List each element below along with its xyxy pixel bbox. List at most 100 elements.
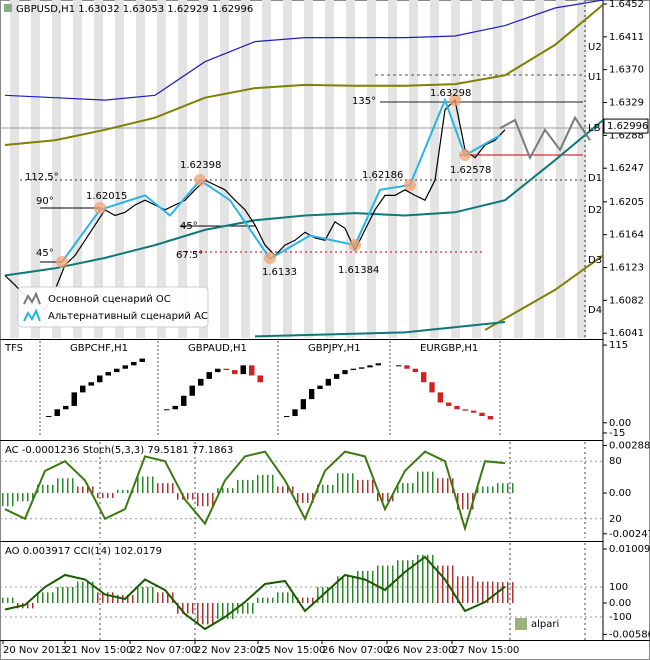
- histogram-bar: [192, 602, 194, 614]
- histogram-bar: [62, 586, 64, 603]
- candle: [139, 358, 145, 362]
- annotation: 1.62186: [362, 170, 403, 181]
- y-tick-label: 1.6205: [609, 197, 644, 208]
- x-tick-label: 22 Nov 23:00: [195, 645, 262, 656]
- histogram-bar: [157, 592, 159, 603]
- histogram-bar: [512, 483, 514, 494]
- candle: [334, 374, 340, 379]
- histogram-bar: [262, 597, 264, 603]
- histogram-bar: [477, 486, 479, 494]
- histogram-bar: [402, 560, 404, 603]
- histogram-bar: [417, 471, 419, 494]
- y2-tick-label: 80: [609, 456, 622, 467]
- legend-icon: [23, 291, 41, 305]
- candle: [487, 416, 493, 420]
- candle: [462, 409, 468, 411]
- histogram-bar: [282, 486, 284, 494]
- histogram-bar: [12, 597, 14, 603]
- histogram-bar: [317, 586, 319, 603]
- histogram-bar: [102, 493, 104, 498]
- histogram-bar: [187, 602, 189, 614]
- candle: [359, 367, 365, 369]
- y-tick-label: -0.002475: [609, 529, 650, 540]
- histogram-bar: [507, 582, 509, 603]
- level-label: D4: [588, 305, 602, 316]
- y-tick-label: 1.6329: [609, 98, 644, 109]
- histogram-bar: [397, 560, 399, 603]
- candle: [206, 372, 212, 379]
- x-tick-label: 20 Nov 2013: [3, 645, 67, 656]
- y-tick-label: 1.6041: [609, 328, 644, 339]
- histogram-bar: [432, 471, 434, 494]
- histogram-bar: [172, 483, 174, 494]
- candle: [292, 409, 298, 417]
- annotation: 112.5°: [25, 172, 59, 183]
- histogram-bar: [467, 576, 469, 603]
- candle: [114, 368, 120, 373]
- histogram-bar: [512, 582, 514, 603]
- histogram-bar: [117, 489, 119, 494]
- histogram-bar: [67, 478, 69, 494]
- histogram-bar: [7, 493, 9, 507]
- panel-title: TFS: [4, 343, 23, 354]
- y-tick-label: -0.005862: [609, 629, 650, 640]
- candle: [164, 409, 170, 411]
- histogram-bar: [207, 493, 209, 507]
- candle: [198, 378, 204, 386]
- histogram-bar: [107, 592, 109, 603]
- candle: [309, 389, 315, 400]
- level-label: D1: [588, 173, 602, 184]
- candle: [223, 368, 229, 371]
- annotation: 1.62015: [86, 191, 127, 202]
- histogram-bar: [2, 597, 4, 603]
- annotation: 1.61384: [338, 265, 379, 276]
- candle: [88, 382, 94, 386]
- x-tick-label: 26 Nov 23:00: [387, 645, 454, 656]
- histogram-bar: [292, 592, 294, 603]
- histogram-bar: [382, 493, 384, 502]
- last-price: 1.62996: [607, 121, 648, 132]
- annotation: 1.6133: [262, 267, 297, 278]
- y-tick-label: 1.6288: [609, 130, 644, 141]
- histogram-bar: [367, 570, 369, 603]
- candle: [122, 365, 128, 369]
- x-tick-label: 27 Nov 15:00: [452, 645, 519, 656]
- stripe: [262, 0, 271, 338]
- histogram-bar: [427, 554, 429, 603]
- histogram-bar: [72, 478, 74, 494]
- histogram-bar: [372, 479, 374, 494]
- candle: [342, 370, 348, 375]
- histogram-bar: [267, 597, 269, 603]
- histogram-bar: [332, 586, 334, 603]
- histogram-bar: [77, 581, 79, 603]
- candle: [300, 399, 306, 410]
- level-label: D3: [588, 255, 602, 266]
- candle: [105, 372, 111, 376]
- session-stripes: [10, 0, 586, 338]
- candle: [63, 405, 69, 410]
- symbol-label: GBPAUD,H1: [188, 343, 247, 354]
- histogram-bar: [337, 473, 339, 494]
- candle: [421, 372, 427, 383]
- histogram-bar: [477, 581, 479, 603]
- series-line: [4, 98, 506, 311]
- chart-title: GBPUSD,H1 1.63032 1.63053 1.62929 1.6299…: [16, 4, 253, 15]
- candle: [471, 410, 477, 413]
- candle: [131, 361, 137, 366]
- candle: [429, 382, 435, 393]
- y-tick-label: 1.6164: [609, 230, 644, 241]
- indicator-panel: [0, 543, 603, 640]
- histogram-bar: [357, 570, 359, 603]
- y-tick-label: 115: [609, 340, 628, 351]
- series-line: [484, 254, 603, 331]
- pivot-marker: [459, 149, 471, 161]
- annotation: 67.5°: [176, 250, 203, 261]
- histogram-bar: [267, 474, 269, 494]
- logo-icon: [515, 618, 527, 630]
- histogram-bar: [172, 592, 174, 603]
- histogram-bar: [422, 471, 424, 494]
- annotation: 90°: [36, 196, 54, 207]
- pivot-marker: [449, 94, 461, 106]
- histogram-bar: [132, 594, 134, 603]
- histogram-bar: [462, 493, 464, 510]
